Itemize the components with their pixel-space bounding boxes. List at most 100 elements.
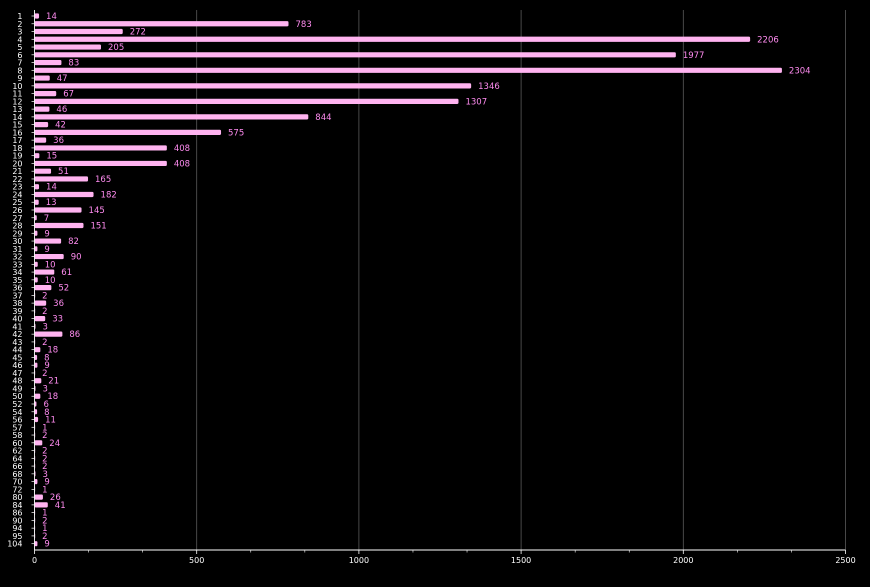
y-tick-label-56: 56 bbox=[12, 416, 22, 425]
data-label-12: 1307 bbox=[465, 97, 487, 107]
bar-36 bbox=[34, 285, 52, 291]
bar-5 bbox=[34, 44, 102, 50]
y-tick-label-84: 84 bbox=[12, 501, 22, 510]
y-tick-label-41: 41 bbox=[12, 322, 22, 331]
bar-11 bbox=[34, 91, 57, 97]
data-label-3: 272 bbox=[130, 28, 146, 38]
y-tick-label-6: 6 bbox=[17, 51, 22, 60]
data-label-95: 2 bbox=[42, 532, 47, 542]
data-label-57: 1 bbox=[42, 423, 47, 433]
y-tick-label-31: 31 bbox=[12, 245, 22, 254]
data-label-90: 2 bbox=[42, 516, 47, 526]
bar-60 bbox=[34, 440, 43, 446]
data-label-66: 2 bbox=[42, 462, 47, 472]
data-label-6: 1977 bbox=[683, 51, 705, 61]
data-label-104: 9 bbox=[44, 540, 49, 550]
y-tick-label-17: 17 bbox=[12, 136, 22, 145]
y-tick-label-58: 58 bbox=[12, 431, 22, 440]
bar-7 bbox=[34, 59, 62, 66]
y-tick-label-49: 49 bbox=[12, 384, 22, 393]
data-label-7: 83 bbox=[68, 59, 79, 69]
y-tick-label-95: 95 bbox=[12, 532, 22, 541]
bar-17 bbox=[34, 137, 47, 143]
y-tick-label-2: 2 bbox=[17, 20, 22, 29]
bar-23 bbox=[34, 184, 40, 190]
bar-16 bbox=[34, 129, 222, 135]
data-label-15: 42 bbox=[55, 121, 66, 131]
data-label-23: 14 bbox=[46, 183, 57, 193]
y-tick-label-25: 25 bbox=[12, 198, 22, 207]
data-label-68: 3 bbox=[42, 470, 47, 480]
bar-21 bbox=[34, 168, 52, 174]
bar-34 bbox=[34, 269, 55, 275]
data-label-34: 61 bbox=[61, 268, 72, 278]
data-label-29: 9 bbox=[44, 229, 49, 239]
y-tick-label-90: 90 bbox=[12, 516, 22, 525]
data-label-38: 36 bbox=[53, 299, 64, 309]
data-label-49: 3 bbox=[42, 384, 47, 394]
y-tick-label-62: 62 bbox=[12, 447, 22, 456]
data-label-26: 145 bbox=[89, 206, 105, 216]
bar-50 bbox=[34, 393, 41, 399]
bar-10 bbox=[34, 83, 472, 89]
y-tick-label-60: 60 bbox=[12, 439, 22, 448]
data-label-22: 165 bbox=[95, 175, 111, 185]
y-tick-label-28: 28 bbox=[12, 222, 22, 231]
bar-12 bbox=[34, 98, 459, 104]
y-tick-label-38: 38 bbox=[12, 299, 22, 308]
bar-40 bbox=[34, 316, 46, 322]
data-label-24: 182 bbox=[101, 190, 117, 200]
y-tick-label-50: 50 bbox=[12, 392, 22, 401]
bar-2 bbox=[34, 21, 289, 27]
y-tick-label-72: 72 bbox=[12, 485, 22, 494]
data-label-4: 2206 bbox=[757, 35, 779, 45]
bar-104 bbox=[34, 541, 38, 547]
data-label-47: 2 bbox=[42, 369, 47, 379]
bar-32 bbox=[34, 253, 64, 260]
y-tick-label-29: 29 bbox=[12, 229, 22, 238]
data-label-86: 1 bbox=[42, 509, 47, 519]
data-label-31: 9 bbox=[44, 245, 49, 255]
data-label-14: 844 bbox=[315, 113, 331, 123]
data-label-39: 2 bbox=[42, 307, 47, 317]
bar-31 bbox=[34, 246, 38, 252]
data-label-46: 9 bbox=[44, 361, 49, 371]
bar-24 bbox=[34, 191, 94, 198]
y-tick-label-15: 15 bbox=[12, 121, 22, 130]
data-label-40: 33 bbox=[52, 315, 63, 325]
bar-33 bbox=[34, 261, 38, 267]
y-tick-label-23: 23 bbox=[12, 183, 22, 192]
bar-30 bbox=[34, 238, 62, 244]
bar-8 bbox=[34, 67, 782, 73]
data-label-13: 46 bbox=[56, 105, 67, 115]
data-label-21: 51 bbox=[58, 167, 69, 177]
data-label-80: 26 bbox=[50, 493, 61, 503]
data-label-60: 24 bbox=[49, 439, 60, 449]
data-label-58: 2 bbox=[42, 431, 47, 441]
y-tick-label-46: 46 bbox=[12, 361, 22, 370]
data-label-18: 408 bbox=[174, 144, 190, 154]
y-tick-label-48: 48 bbox=[12, 377, 22, 386]
x-tick-label-2500: 2500 bbox=[835, 556, 855, 565]
data-label-45: 8 bbox=[44, 353, 49, 363]
data-label-1: 14 bbox=[46, 12, 57, 22]
data-label-70: 9 bbox=[44, 478, 49, 488]
data-label-25: 13 bbox=[46, 198, 57, 208]
bar-56 bbox=[34, 416, 39, 423]
y-tick-label-32: 32 bbox=[12, 253, 22, 262]
y-tick-label-40: 40 bbox=[12, 315, 22, 324]
y-tick-label-47: 47 bbox=[12, 369, 22, 378]
y-tick-label-1: 1 bbox=[17, 12, 22, 21]
y-tick-label-21: 21 bbox=[12, 167, 22, 176]
data-label-52: 6 bbox=[43, 400, 48, 410]
data-label-94: 1 bbox=[42, 524, 47, 534]
data-label-64: 2 bbox=[42, 454, 47, 464]
bar-22 bbox=[34, 176, 89, 182]
y-tick-label-20: 20 bbox=[12, 159, 22, 168]
y-tick-label-45: 45 bbox=[12, 353, 22, 362]
bar-48 bbox=[34, 378, 42, 384]
y-tick-label-33: 33 bbox=[12, 260, 22, 269]
bar-9 bbox=[34, 75, 50, 81]
bar-70 bbox=[34, 479, 38, 485]
